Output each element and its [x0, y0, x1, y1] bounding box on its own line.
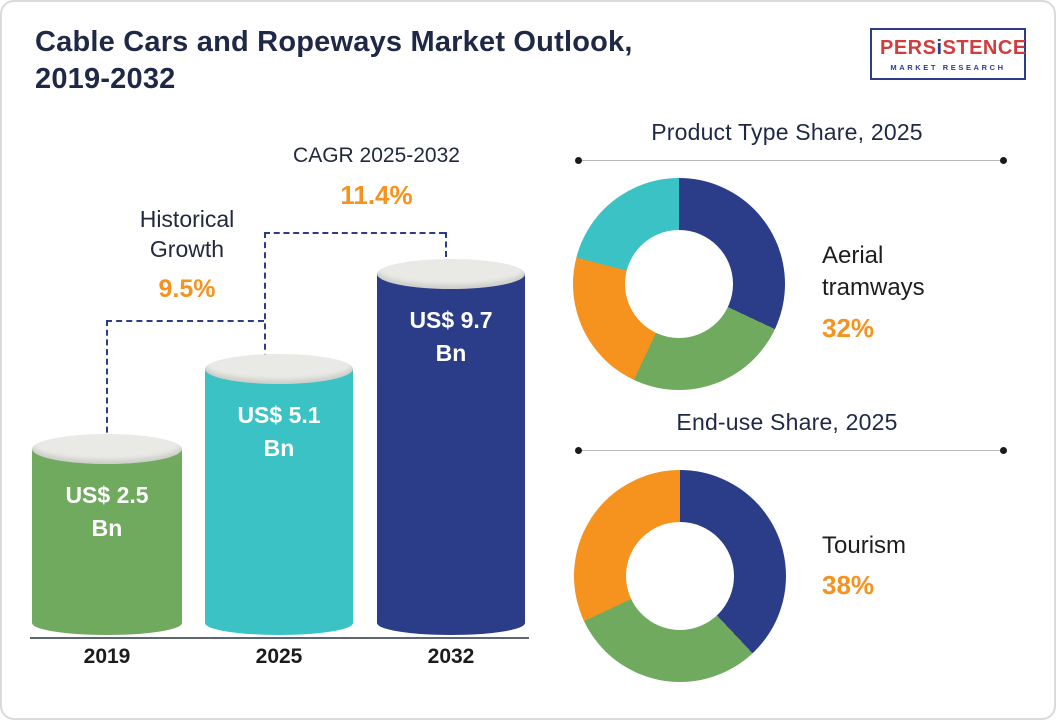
bar-2019: US$ 2.5 Bn — [32, 434, 182, 635]
bar-2025: US$ 5.1 Bn — [205, 354, 353, 635]
axis-baseline — [30, 637, 529, 639]
end-use-title: End-use Share, 2025 — [676, 409, 898, 435]
connector-line — [264, 232, 266, 370]
connector-line — [445, 232, 447, 276]
connector-line — [106, 320, 264, 322]
page-title-line1: Cable Cars and Ropeways Market Outlook, — [35, 26, 633, 58]
cylinder-cap — [377, 259, 525, 289]
page-title-line2: 2019-2032 — [35, 63, 176, 96]
bar-value-label: US$ 9.7 Bn — [409, 307, 493, 367]
donut-end-use — [574, 470, 786, 682]
bar-value-label: US$ 5.1 Bn — [237, 402, 321, 462]
brand-name: PERSiSTENCE — [880, 37, 1027, 59]
separator-line — [575, 157, 1007, 164]
year-label-2032: 2032 — [427, 645, 475, 668]
cylinder-cap — [205, 354, 353, 384]
callout-value: 32% — [822, 312, 875, 343]
callout-label: Tourism — [822, 532, 907, 559]
historical-growth-value: 9.5% — [158, 274, 216, 303]
bar-2032: US$ 9.7 Bn — [377, 259, 525, 635]
callout-tourism: Tourism 38% — [822, 530, 906, 603]
year-label-2019: 2019 — [83, 645, 131, 668]
page-title: Cable Cars and Ropeways Market Outlook, … — [35, 24, 755, 98]
annotation-historical-growth: Historical Growth 9.5% — [102, 205, 272, 305]
brand-subtitle: MARKET RESEARCH — [890, 63, 1006, 72]
cagr-label: CAGR 2025-2032 — [293, 144, 460, 167]
connector-line — [264, 232, 445, 234]
product-type-title: Product Type Share, 2025 — [651, 119, 923, 145]
connector-line — [106, 320, 108, 452]
year-label-2025: 2025 — [255, 645, 303, 668]
cylinder-cap — [32, 434, 182, 464]
donut-product-type — [573, 178, 785, 390]
separator-line — [575, 447, 1007, 454]
bar-value-label: US$ 2.5 Bn — [65, 482, 149, 542]
callout-label: Aerial tramways — [822, 242, 925, 302]
brand-logo: PERSiSTENCE MARKET RESEARCH — [870, 28, 1026, 80]
cagr-value: 11.4% — [340, 180, 413, 210]
callout-value: 38% — [822, 570, 875, 601]
historical-growth-label: Historical Growth — [139, 206, 235, 262]
annotation-cagr: CAGR 2025-2032 11.4% — [264, 144, 489, 211]
callout-aerial-tramways: Aerial tramways 32% — [822, 240, 925, 346]
